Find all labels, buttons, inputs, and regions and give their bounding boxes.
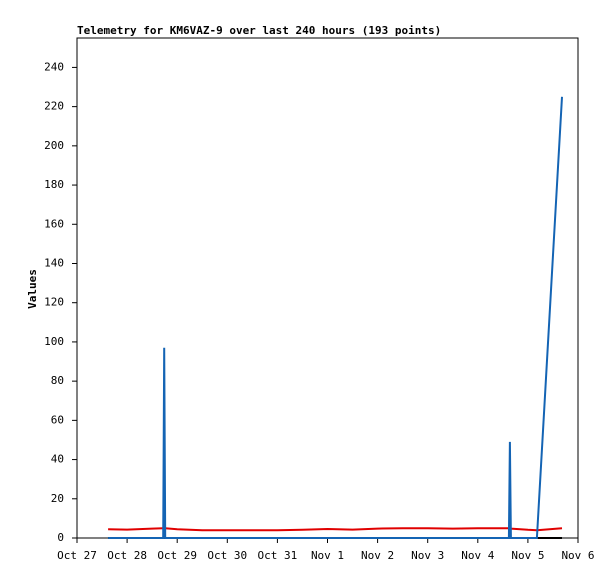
- y-tick-label: 0: [57, 531, 64, 544]
- x-tick-label: Oct 31: [258, 549, 298, 562]
- x-tick-label: Nov 3: [411, 549, 444, 562]
- x-tick-label: Oct 27: [57, 549, 97, 562]
- y-tick-label: 120: [44, 296, 64, 309]
- chart-title: Telemetry for KM6VAZ-9 over last 240 hou…: [77, 24, 441, 37]
- y-tick-label: 60: [51, 413, 64, 426]
- y-tick-label: 180: [44, 178, 64, 191]
- x-tick-label: Nov 1: [311, 549, 344, 562]
- y-tick-label: 160: [44, 217, 64, 230]
- y-tick-label: 240: [44, 60, 64, 73]
- y-axis-label: Values: [26, 269, 39, 309]
- x-tick-label: Nov 2: [361, 549, 394, 562]
- y-tick-label: 140: [44, 256, 64, 269]
- y-tick-label: 40: [51, 453, 64, 466]
- y-tick-label: 100: [44, 335, 64, 348]
- plot-frame: [76, 37, 579, 539]
- y-tick-label: 80: [51, 374, 64, 387]
- y-tick-label: 200: [44, 139, 64, 152]
- y-tick-label: 220: [44, 100, 64, 113]
- x-tick-label: Nov 5: [511, 549, 544, 562]
- x-tick-label: Nov 4: [461, 549, 494, 562]
- x-tick-label: Oct 30: [207, 549, 247, 562]
- series-line: [108, 527, 563, 532]
- series-line: [108, 96, 563, 539]
- x-tick-label: Oct 28: [107, 549, 147, 562]
- y-tick-label: 20: [51, 492, 64, 505]
- x-tick-label: Oct 29: [157, 549, 197, 562]
- x-tick-label: Nov 6: [561, 549, 594, 562]
